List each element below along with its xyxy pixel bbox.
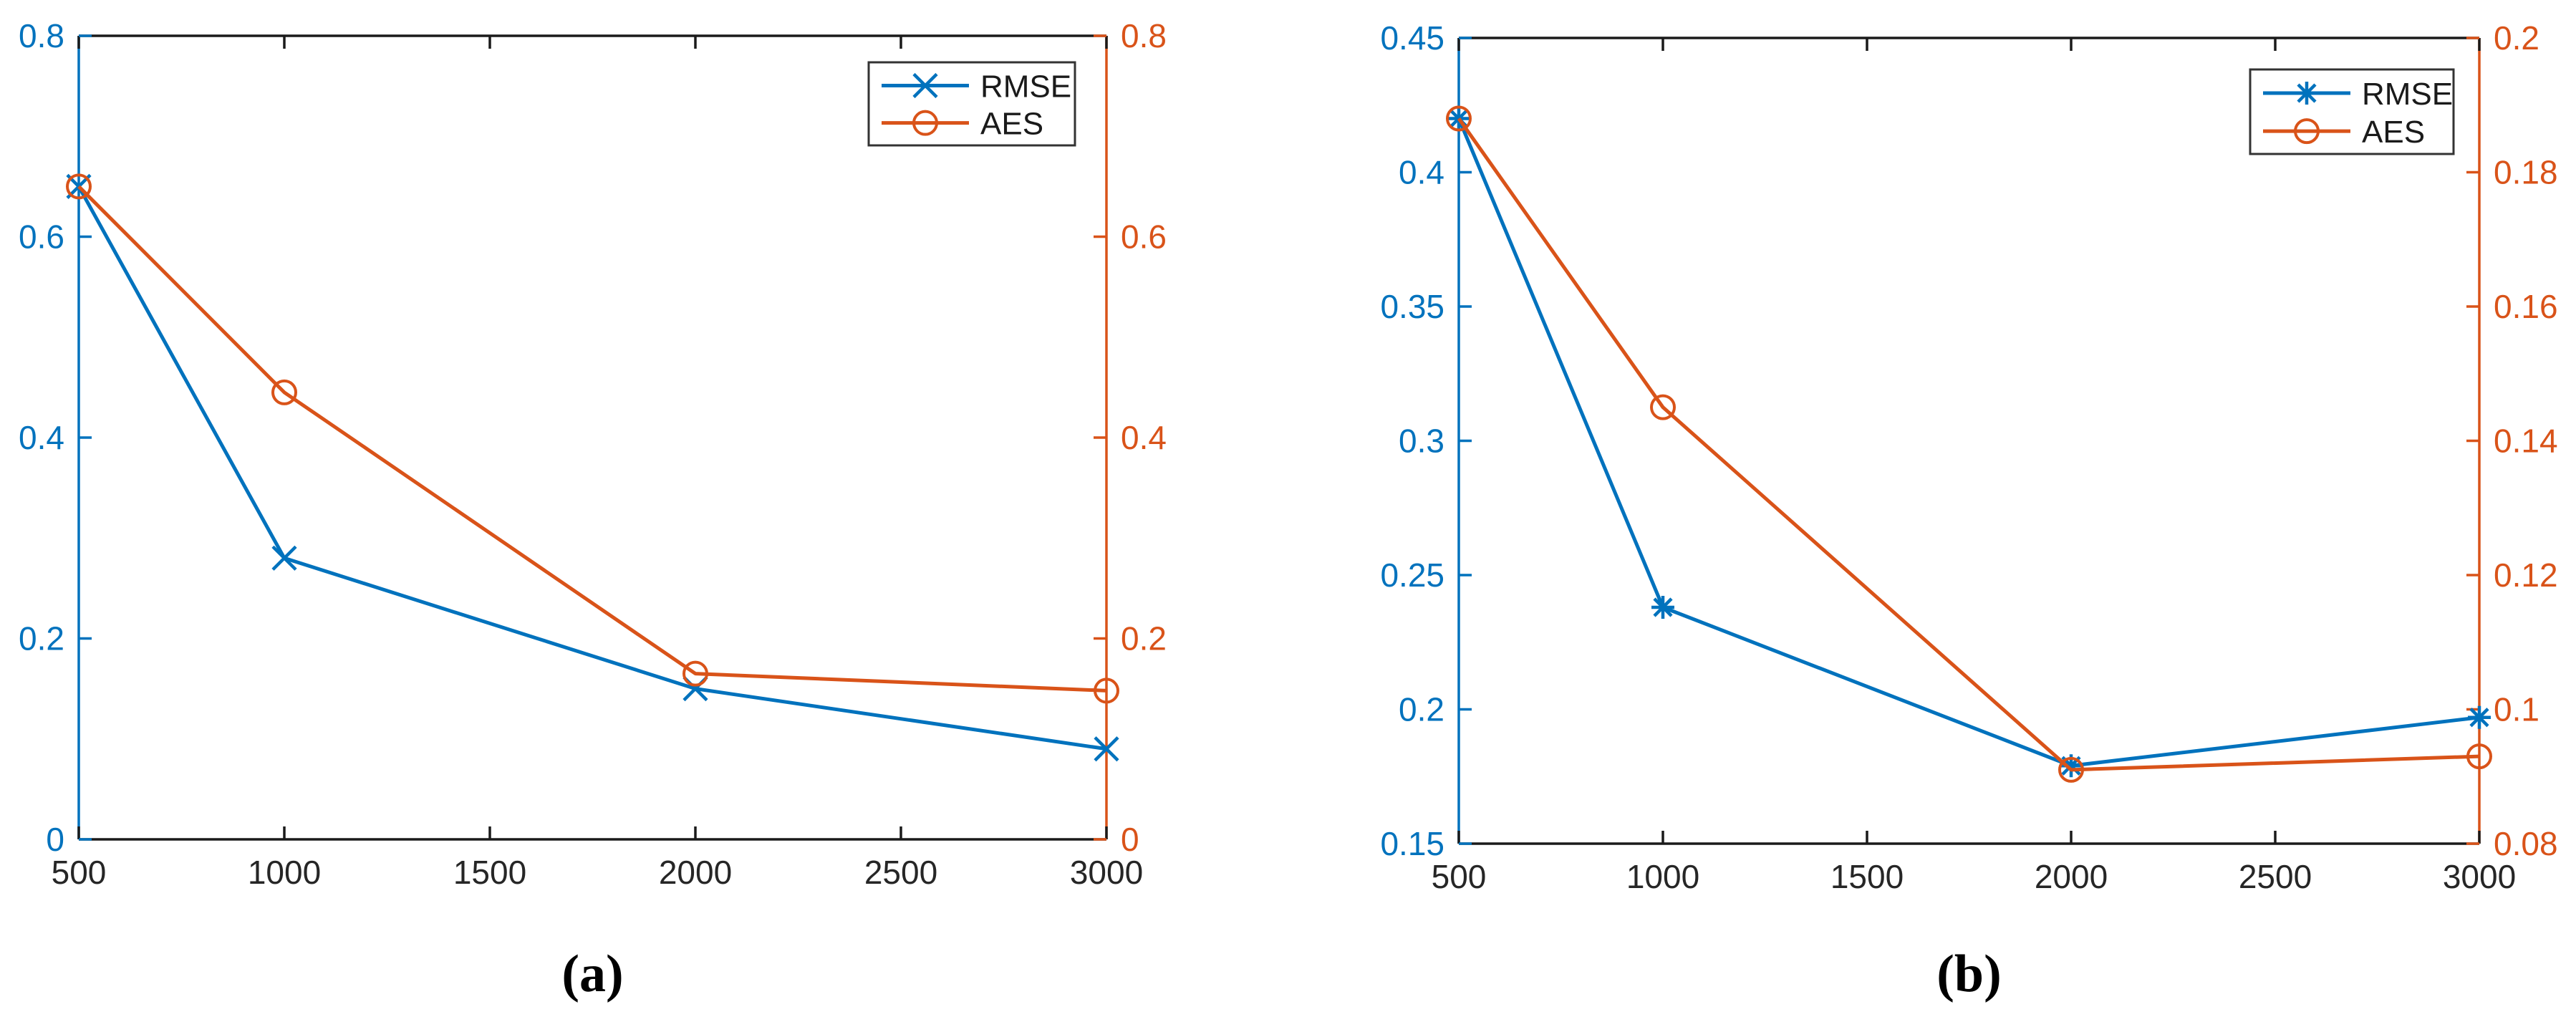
legend-label-aes: AES xyxy=(980,107,1043,142)
right-tick-label: 0.16 xyxy=(2494,288,2558,325)
left-tick-label: 0.8 xyxy=(19,17,64,54)
x-tick-label: 2500 xyxy=(864,854,937,891)
x-tick-label: 1000 xyxy=(1626,858,1699,895)
left-tick-label: 0 xyxy=(46,821,64,858)
legend-sample-marker xyxy=(2294,118,2320,145)
legend-box xyxy=(2249,68,2455,155)
chart-a: 500 1000 1500 2000 2500 300000.20.40.60.800.2… xyxy=(19,17,1167,891)
x-tick-label: 500 xyxy=(52,854,107,891)
x-tick-label: 1500 xyxy=(453,854,526,891)
left-tick-label: 0.2 xyxy=(1399,691,1444,728)
left-tick-label: 0.35 xyxy=(1380,288,1444,325)
x-tick-label: 2500 xyxy=(2239,858,2312,895)
right-tick-label: 0.2 xyxy=(1121,620,1167,657)
aes-line xyxy=(1457,117,2480,772)
legend-sample-marker xyxy=(912,110,938,136)
legend-label-aes: AES xyxy=(2362,115,2425,150)
aes-marker xyxy=(1650,394,1676,420)
x-tick-label: 2000 xyxy=(659,854,732,891)
rmse-marker xyxy=(271,545,297,571)
x-tick-label: 3000 xyxy=(2443,858,2516,895)
left-tick-label: 0.25 xyxy=(1380,556,1444,594)
right-tick-label: 0.08 xyxy=(2494,825,2558,862)
right-tick-label: 0.8 xyxy=(1121,17,1167,54)
legend-sample-marker xyxy=(912,72,938,99)
aes-marker xyxy=(2466,743,2492,770)
x-tick-label: 2000 xyxy=(2035,858,2108,895)
legend-sample-marker xyxy=(2297,83,2317,103)
rmse-line xyxy=(1457,117,2480,768)
aes-marker xyxy=(1446,105,1472,132)
left-tick-label: 0.4 xyxy=(19,419,64,456)
rmse-marker xyxy=(2469,708,2489,728)
aes-marker xyxy=(2058,756,2084,783)
right-tick-label: 0.14 xyxy=(2494,423,2558,460)
right-tick-label: 0.2 xyxy=(2494,19,2539,57)
left-tick-label: 0.4 xyxy=(1399,154,1444,191)
legend-box xyxy=(867,61,1076,147)
rmse-marker xyxy=(1653,597,1673,617)
right-tick-label: 0.12 xyxy=(2494,556,2558,594)
aes-marker xyxy=(271,379,297,405)
right-tick-label: 0.6 xyxy=(1121,218,1167,256)
left-tick-label: 0.15 xyxy=(1380,825,1444,862)
rmse-marker xyxy=(1094,736,1119,762)
caption-b: (b) xyxy=(1936,945,2002,1003)
right-tick-label: 0.4 xyxy=(1121,419,1167,456)
aes-marker xyxy=(66,173,92,200)
rmse-line xyxy=(77,185,1107,751)
right-tick-label: 0.18 xyxy=(2494,154,2558,191)
left-tick-label: 0.2 xyxy=(19,620,64,657)
legend-label-rmse: RMSE xyxy=(980,69,1071,104)
x-tick-label: 500 xyxy=(1432,858,1487,895)
right-tick-label: 0 xyxy=(1121,821,1139,858)
left-tick-label: 0.3 xyxy=(1399,423,1444,460)
x-tick-label: 1000 xyxy=(248,854,321,891)
caption-a: (a) xyxy=(561,945,624,1003)
chart-b: 500 1000 1500 2000 2500 3000 0.15 0.2 0.25 0.3 0.3… xyxy=(1380,19,2557,895)
x-tick-label: 1500 xyxy=(1830,858,1904,895)
x-tick-label: 3000 xyxy=(1070,854,1143,891)
aes-line xyxy=(77,185,1107,693)
right-tick-label: 0.1 xyxy=(2494,691,2539,728)
aes-marker xyxy=(1094,677,1119,704)
left-tick-label: 0.6 xyxy=(19,218,64,256)
aes-marker xyxy=(682,660,708,687)
legend-label-rmse: RMSE xyxy=(2362,77,2453,112)
left-tick-label: 0.45 xyxy=(1380,19,1444,57)
